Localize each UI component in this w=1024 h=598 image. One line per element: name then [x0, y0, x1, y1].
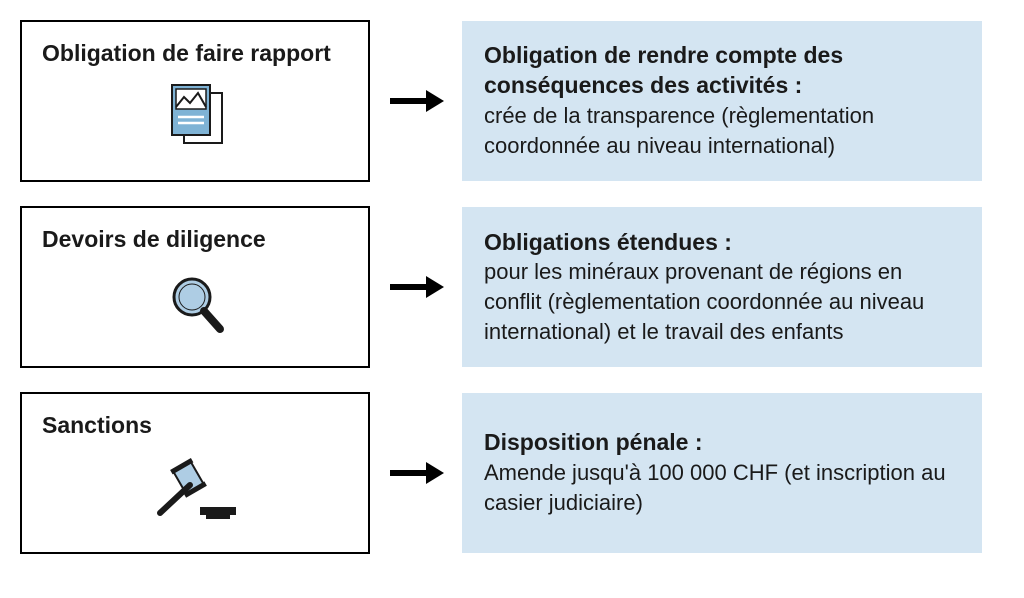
- right-body: crée de la transparence (règlementation …: [484, 101, 960, 160]
- right-body: pour les minéraux provenant de régions e…: [484, 257, 960, 346]
- diagram-row: Obligation de faire rapport: [20, 20, 1004, 182]
- right-box-diligence: Obligations étendues : pour les minéraux…: [462, 207, 982, 367]
- magnifier-icon: [150, 265, 240, 350]
- right-title: Disposition pénale :: [484, 428, 960, 458]
- arrow-icon: [386, 273, 446, 301]
- arrow-icon: [386, 459, 446, 487]
- right-title: Obligations étendues :: [484, 228, 960, 258]
- right-box-report: Obligation de rendre compte des conséque…: [462, 21, 982, 181]
- left-title: Obligation de faire rapport: [42, 40, 331, 67]
- left-title: Sanctions: [42, 412, 152, 439]
- right-box-sanctions: Disposition pénale : Amende jusqu'à 100 …: [462, 393, 982, 553]
- right-title: Obligation de rendre compte des conséque…: [484, 41, 960, 101]
- left-title: Devoirs de diligence: [42, 226, 266, 253]
- right-body: Amende jusqu'à 100 000 CHF (et inscripti…: [484, 458, 960, 517]
- left-box-report: Obligation de faire rapport: [20, 20, 370, 182]
- gavel-icon: [140, 451, 250, 536]
- report-icon: [150, 79, 240, 164]
- diagram-row: Sanctions: [20, 392, 1004, 554]
- left-box-diligence: Devoirs de diligence: [20, 206, 370, 368]
- arrow-icon: [386, 87, 446, 115]
- diagram-row: Devoirs de diligence Obligations étendue…: [20, 206, 1004, 368]
- left-box-sanctions: Sanctions: [20, 392, 370, 554]
- infographic-diagram: Obligation de faire rapport: [20, 20, 1004, 554]
